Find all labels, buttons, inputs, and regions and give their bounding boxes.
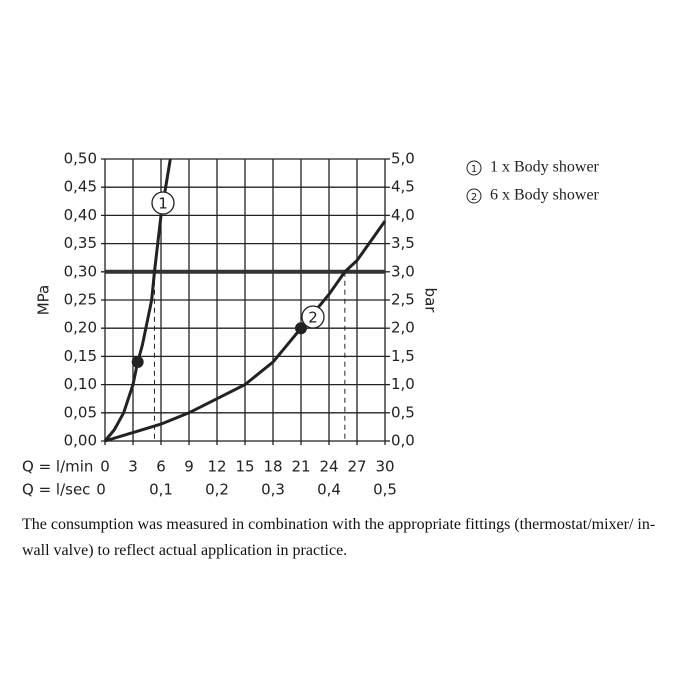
x-tick-label: 21 xyxy=(291,458,310,476)
y2-tick-label: 3,5 xyxy=(391,234,415,252)
legend-label: 1 x Body shower xyxy=(490,159,600,176)
y2-tick-label: 5,0 xyxy=(391,150,415,168)
y-tick-label: 0,15 xyxy=(64,347,97,365)
x-tick-label: 18 xyxy=(263,458,282,476)
x2-tick-label: 0,3 xyxy=(261,481,285,499)
x2-tick-label: 0,5 xyxy=(373,481,397,499)
y-tick-label: 0,10 xyxy=(64,375,97,393)
curve-label: 1 xyxy=(158,195,168,213)
x-tick-label: 9 xyxy=(184,458,194,476)
y-tick-label: 0,20 xyxy=(64,319,97,337)
x2-tick-label: 0 xyxy=(96,481,106,499)
y2-tick-label: 0,0 xyxy=(391,432,415,450)
x-tick-label: 0 xyxy=(100,458,110,476)
y2-tick-label: 1,5 xyxy=(391,347,415,365)
y2-tick-label: 2,0 xyxy=(391,319,415,337)
x-tick-label: 6 xyxy=(156,458,166,476)
curve-label-circle xyxy=(151,191,175,215)
curve-label-circle xyxy=(301,305,325,329)
point-marker xyxy=(295,322,307,335)
x2-tick-label: 0,1 xyxy=(149,481,173,499)
y2-tick-label: 4,0 xyxy=(391,206,415,224)
y-tick-label: 0,50 xyxy=(64,150,97,168)
y2-tick-label: 2,5 xyxy=(391,291,415,309)
x2-tick-label: 0,4 xyxy=(317,481,341,499)
x-tick-label: 30 xyxy=(375,458,394,476)
curve xyxy=(103,158,172,442)
x-tick-label: 24 xyxy=(319,458,338,476)
x-tick-label: 12 xyxy=(207,458,226,476)
note: The consumption was measured in combinat… xyxy=(22,516,656,559)
chart: MPa bar Q = l/min Q = l/sec 0,000,050,10… xyxy=(22,150,600,499)
y2-tick-label: 1,0 xyxy=(391,375,415,393)
point-marker xyxy=(131,356,144,369)
x-tick-label: 3 xyxy=(128,458,138,476)
x-tick-label: 27 xyxy=(347,458,366,476)
legend-symbol xyxy=(466,188,482,204)
x2-axis-label: Q = l/sec xyxy=(22,481,90,499)
y-tick-label: 0,00 xyxy=(64,432,97,450)
legend-symbol-label: 2 xyxy=(471,192,477,203)
y-tick-label: 0,40 xyxy=(64,206,97,224)
y2-axis-label: bar xyxy=(422,288,440,314)
y2-tick-label: 4,5 xyxy=(391,178,415,196)
x2-tick-label: 0,2 xyxy=(205,481,229,499)
x-axis-label: Q = l/min xyxy=(22,458,93,476)
y-tick-label: 0,35 xyxy=(64,234,97,252)
y2-tick-label: 3,0 xyxy=(391,262,415,280)
curve-label: 2 xyxy=(308,309,318,327)
y-tick-label: 0,05 xyxy=(64,403,97,421)
curve xyxy=(104,220,387,443)
y-axis-label: MPa xyxy=(35,285,53,316)
y-tick-label: 0,25 xyxy=(64,291,97,309)
y-tick-label: 0,45 xyxy=(64,178,97,196)
x-tick-label: 15 xyxy=(235,458,254,476)
y2-tick-label: 0,5 xyxy=(391,403,415,421)
legend-label: 6 x Body shower xyxy=(490,187,600,204)
y-tick-label: 0,30 xyxy=(64,262,97,280)
legend-symbol-label: 1 xyxy=(471,164,477,175)
legend-symbol xyxy=(466,160,482,176)
